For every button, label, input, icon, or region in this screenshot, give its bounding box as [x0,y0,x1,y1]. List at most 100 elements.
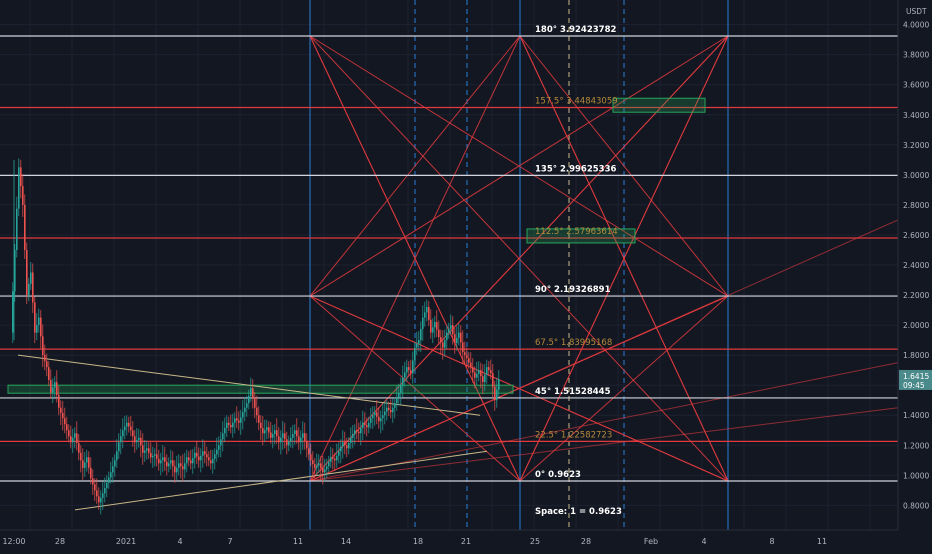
candle-body-86-1 [354,430,356,435]
green-zone-2 [526,228,636,244]
candle-body-91-1 [374,412,376,416]
candle-body-109-0 [444,340,446,348]
candle-body-61-1 [254,397,256,408]
candle-body-80-1 [330,457,332,462]
candle-body-96-1 [394,403,396,408]
candle-body-71-0 [292,434,294,438]
candle-body-113-1 [462,342,464,353]
candle-body-100-0 [408,367,410,371]
candle-body-88-1 [362,422,364,429]
candle-body-37-0 [156,454,158,459]
candle-body-32-1 [138,437,140,441]
y-tick-12: 3.2000 [903,141,929,150]
x-tick-0: 12:00 [2,537,25,546]
x-tick-14: 11 [817,537,827,546]
candle-body-46-1 [194,452,196,459]
candle-body-121-1 [494,386,496,401]
candle-body-54-0 [224,428,226,434]
candle-body-41-0 [172,460,174,467]
candle-body-32-0 [136,440,138,443]
x-tick-12: 4 [701,537,706,546]
candle-body-11-0 [52,387,54,393]
level-label-4: 90° 2.19326891 [535,285,611,295]
candle-body-114-0 [464,352,466,356]
candle-body-14-1 [66,424,68,431]
candle-body-97-1 [398,392,400,398]
candle-body-76-1 [314,464,316,468]
candle-body-97-0 [396,397,398,404]
x-tick-3: 4 [177,537,182,546]
candle-body-61-0 [252,388,254,398]
candle-body-21-0 [92,478,94,485]
candle-body-78-1 [322,467,324,473]
candle-body-29-0 [124,426,126,431]
y-tick-6: 2.0000 [903,321,929,330]
x-tick-8: 21 [461,537,471,546]
trendline-1 [74,450,488,511]
candle-body-99-1 [406,367,408,373]
currency-label: USDT [906,7,927,16]
gann-fan-line-10 [309,295,521,482]
candle-body-7-0 [36,325,38,333]
candle-body-74-0 [304,433,306,441]
y-tick-10: 2.8000 [903,201,929,210]
candle-body-67-1 [278,436,280,443]
candle-body-59-1 [246,403,248,408]
candle-body-111-1 [454,334,456,344]
x-tick-5: 11 [293,537,303,546]
candle-body-96-0 [392,407,394,413]
candle-body-93-1 [382,415,384,419]
candle-body-98-1 [402,377,404,386]
candle-body-4-0 [24,204,26,250]
candle-body-9-1 [46,361,48,368]
candle-body-66-0 [272,434,274,438]
candle-body-7-1 [38,317,40,326]
candle-body-47-0 [196,452,198,457]
candle-body-117-1 [478,370,480,374]
candle-body-122-1 [498,379,500,390]
candle-body-113-0 [460,332,462,343]
candle-body-116-1 [474,372,476,378]
candle-body-89-0 [364,422,366,426]
candle-body-25-0 [108,477,110,483]
candle-body-64-1 [266,427,268,431]
y-tick-5: 1.8000 [903,351,929,360]
candle-body-119-0 [484,374,486,383]
candle-body-6-1 [34,302,36,333]
candle-body-69-1 [286,439,288,446]
candle-body-121-0 [492,373,494,387]
candle-body-99-0 [404,372,406,378]
trendlines [17,354,488,511]
gann-fan-line-9 [309,35,729,297]
candle-body-33-0 [140,437,142,446]
candle-body-30-1 [130,426,132,431]
candle-body-93-0 [380,418,382,422]
candle-body-86-0 [352,434,354,438]
candle-body-20-0 [88,457,90,468]
candle-body-16-0 [72,437,74,443]
candle-body-26-1 [114,460,116,467]
countdown: 09:45 [903,381,925,390]
gann-extension-1 [309,407,899,482]
candle-body-38-1 [162,457,164,461]
candle-body-62-0 [256,407,258,416]
candle-body-105-1 [430,319,432,333]
candle-body-72-0 [296,430,298,437]
candle-body-55-1 [230,425,232,428]
y-tick-15: 3.8000 [903,51,929,60]
y-tick-13: 3.4000 [903,111,929,120]
candle-body-41-1 [174,466,176,473]
x-tick-9: 25 [530,537,540,546]
candle-body-40-0 [168,463,170,467]
candle-body-119-1 [486,367,488,375]
candle-body-83-0 [340,446,342,452]
level-label-8: 0° 0.9623 [535,470,581,480]
candle-body-87-0 [356,430,358,432]
candle-body-112-0 [456,337,458,344]
y-tick-1: 1.0000 [903,471,929,480]
last-price-badge [899,369,932,390]
candle-body-98-0 [400,385,402,393]
gann-fan-line-15 [309,35,521,482]
